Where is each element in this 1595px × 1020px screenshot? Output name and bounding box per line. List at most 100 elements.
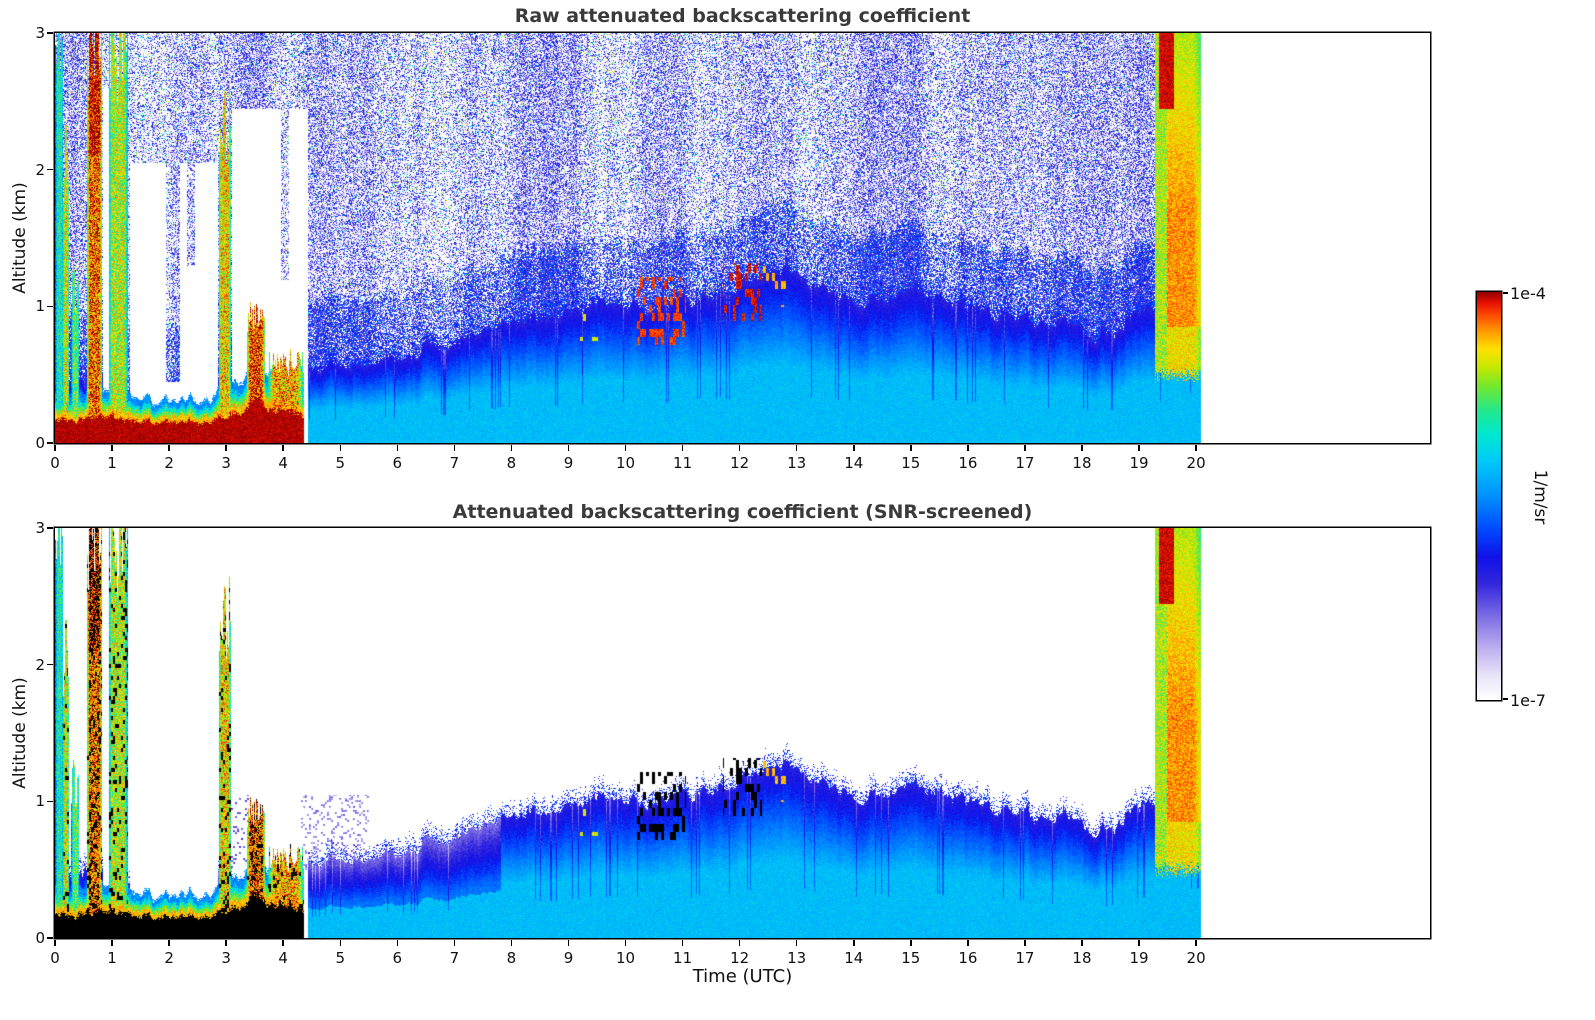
- x-tick-mark: [738, 940, 741, 946]
- x-tick-mark: [1024, 445, 1026, 451]
- x-tick-label: 17: [1015, 949, 1035, 967]
- x-tick-label: 6: [392, 454, 403, 472]
- x-tick-mark: [795, 445, 798, 451]
- y-tick-mark: [47, 168, 53, 171]
- y-tick-mark: [47, 527, 53, 529]
- x-tick-label: 18: [1072, 949, 1092, 967]
- x-tick-mark: [1081, 940, 1083, 946]
- x-tick-mark: [282, 940, 284, 946]
- x-tick-mark: [453, 940, 456, 946]
- x-tick-mark: [1195, 445, 1197, 451]
- colorbar-min-label: 1e-7: [1510, 691, 1546, 710]
- x-tick-mark: [967, 940, 969, 946]
- x-tick-mark: [510, 445, 513, 451]
- x-tick-label: 12: [730, 454, 750, 472]
- x-tick-mark: [738, 445, 741, 451]
- x-tick-label: 19: [1129, 949, 1149, 967]
- y-tick-label: 1: [35, 297, 45, 316]
- x-tick-label: 15: [901, 454, 921, 472]
- x-tick-mark: [339, 445, 342, 451]
- x-tick-mark: [1138, 940, 1140, 946]
- x-tick-label: 20: [1186, 949, 1206, 967]
- x-tick-label: 11: [673, 949, 693, 967]
- x-tick-label: 8: [506, 454, 517, 472]
- screened-heatmap-canvas: [55, 528, 1430, 938]
- x-tick-mark: [910, 445, 912, 451]
- x-tick-mark: [339, 940, 342, 946]
- x-tick-label: 5: [335, 949, 346, 967]
- y-tick-label: 3: [35, 24, 45, 42]
- x-tick-mark: [681, 445, 684, 451]
- x-tick-mark: [567, 940, 570, 946]
- x-tick-mark: [396, 940, 399, 946]
- x-tick-label: 1: [107, 949, 117, 967]
- x-tick-mark: [853, 445, 855, 451]
- y-tick-mark: [47, 32, 53, 34]
- x-tick-mark: [624, 940, 627, 946]
- x-tick-label: 0: [50, 949, 60, 967]
- x-tick-label: 3: [221, 454, 231, 472]
- x-tick-label: 1: [107, 454, 117, 472]
- x-tick-mark: [111, 445, 113, 451]
- colorbar: [1477, 292, 1501, 700]
- x-tick-label: 16: [958, 949, 978, 967]
- x-tick-label: 4: [278, 454, 288, 472]
- x-tick-mark: [624, 445, 627, 451]
- x-tick-label: 0: [50, 454, 60, 472]
- x-tick-label: 18: [1072, 454, 1092, 472]
- x-tick-mark: [967, 445, 969, 451]
- x-tick-mark: [910, 940, 912, 946]
- x-tick-label: 7: [449, 949, 460, 967]
- x-tick-label: 13: [787, 454, 807, 472]
- y-tick-mark: [47, 800, 53, 803]
- x-tick-mark: [1195, 940, 1197, 946]
- x-tick-label: 10: [615, 454, 636, 472]
- x-tick-label: 8: [506, 949, 517, 967]
- x-tick-label: 9: [563, 949, 574, 967]
- x-tick-mark: [54, 940, 56, 946]
- x-tick-label: 17: [1015, 454, 1035, 472]
- raw-panel-title: Raw attenuated backscattering coefficien…: [514, 5, 971, 27]
- x-tick-label: 2: [164, 949, 174, 967]
- x-tick-mark: [168, 940, 170, 946]
- x-tick-label: 12: [730, 949, 750, 967]
- x-tick-mark: [111, 940, 113, 946]
- y-tick-label: 3: [35, 519, 45, 537]
- x-tick-label: 2: [164, 454, 174, 472]
- x-tick-label: 6: [392, 949, 403, 967]
- x-tick-mark: [168, 445, 170, 451]
- x-tick-label: 19: [1129, 454, 1149, 472]
- colorbar-gradient: [1477, 292, 1501, 700]
- raw-heatmap-canvas: [55, 33, 1430, 443]
- x-tick-mark: [853, 940, 855, 946]
- y-tick-label: 0: [35, 929, 45, 947]
- x-tick-label: 4: [278, 949, 288, 967]
- x-tick-mark: [282, 445, 284, 451]
- x-tick-label: 14: [844, 454, 864, 472]
- y-tick-label: 2: [35, 160, 45, 179]
- x-tick-mark: [396, 445, 399, 451]
- y-tick-label: 2: [35, 655, 45, 674]
- y-tick-mark: [47, 937, 53, 939]
- y-axis-label: Altitude (km): [10, 677, 30, 789]
- raw-heatmap-plot: [55, 33, 1430, 443]
- x-tick-mark: [1024, 940, 1026, 946]
- x-tick-label: 16: [958, 454, 978, 472]
- x-tick-mark: [54, 445, 56, 451]
- x-tick-mark: [1138, 445, 1140, 451]
- screened-panel-title: Attenuated backscattering coefficient (S…: [452, 501, 1033, 523]
- x-tick-mark: [567, 445, 570, 451]
- x-tick-label: 9: [563, 454, 574, 472]
- x-tick-mark: [681, 940, 684, 946]
- x-tick-label: 5: [335, 454, 346, 472]
- x-tick-mark: [510, 940, 513, 946]
- colorbar-unit-label: 1/m/sr: [1530, 469, 1550, 525]
- colorbar-tick: [1503, 698, 1508, 700]
- x-tick-mark: [453, 445, 456, 451]
- x-tick-mark: [795, 940, 798, 946]
- x-tick-label: 7: [449, 454, 460, 472]
- colorbar-tick: [1503, 292, 1508, 294]
- x-tick-mark: [1081, 445, 1083, 451]
- y-axis-label: Altitude (km): [10, 182, 30, 294]
